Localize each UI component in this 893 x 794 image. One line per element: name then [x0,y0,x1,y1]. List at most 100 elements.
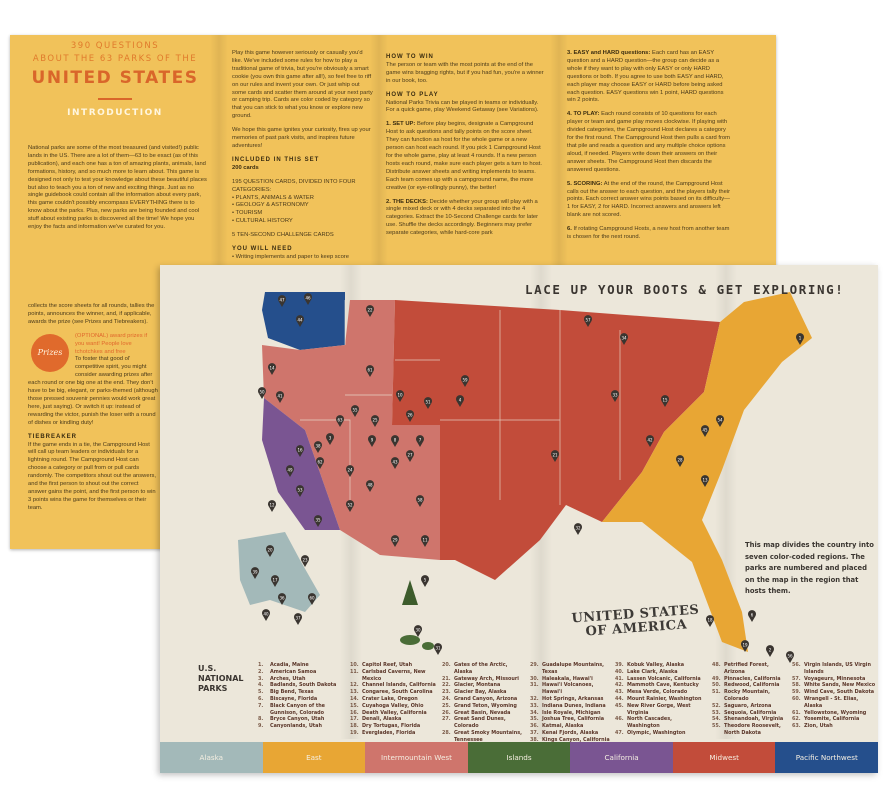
kicker: 390 QUESTIONS [70,41,160,51]
park-pin[interactable]: 35 [314,515,322,527]
map-pin-icon [266,545,274,557]
park-pin[interactable]: 54 [716,415,724,427]
park-pin[interactable]: 8 [390,435,399,447]
map-pin-icon [421,575,429,587]
park-pin-number: 47 [279,298,285,303]
park-list-item: 32. Hot Springs, Arkansas [530,696,613,703]
park-pin[interactable]: 28 [676,455,684,467]
park-pin[interactable]: 10 [396,390,404,402]
park-number: 7. [258,702,264,709]
park-pin[interactable]: 63 [336,415,345,427]
park-name: Dry Tortugas, Florida [362,723,421,730]
park-name: Mesa Verde, Colorado [627,689,688,696]
park-pin[interactable]: 34 [620,333,628,345]
region-legend-item: Islands [467,742,571,773]
park-pin[interactable]: 14 [268,363,276,375]
park-pin[interactable]: 26 [406,410,414,422]
park-pin-number: 54 [717,418,723,423]
park-pin[interactable]: 49 [286,465,294,477]
park-number: 8. [258,716,264,723]
park-pin[interactable]: 58 [416,495,425,507]
park-pin[interactable]: 1 [795,333,804,345]
prizes-optional: (OPTIONAL) award prizes if you want! Peo… [75,332,148,355]
park-pin[interactable]: 17 [271,575,279,587]
park-list-item: 56. Virgin Islands, US Virgin Islands [792,662,877,676]
park-pin[interactable]: 21 [551,450,559,462]
park-pin[interactable]: 24 [346,465,354,477]
park-pin[interactable]: 33 [611,390,619,402]
park-list-item: 22. Glacier, Montana [442,682,527,689]
park-pin[interactable]: 43 [390,457,399,469]
map-pin-icon [268,500,276,512]
park-name: American Samoa [270,668,317,675]
park-pin[interactable]: 37 [294,613,302,625]
park-pin[interactable]: 50 [258,387,266,399]
park-pin[interactable]: 32 [574,523,582,535]
park-pin[interactable]: 45 [701,425,709,437]
park-list-item: 34. Isle Royale, Michigan [530,710,613,717]
park-pin[interactable]: 29 [391,535,399,547]
map-pin-icon [391,535,399,547]
map-pin-icon [646,435,654,447]
park-pin[interactable]: 2 [766,645,774,657]
park-pin[interactable]: 55 [350,405,359,417]
park-pin[interactable]: 42 [646,435,654,447]
park-pin[interactable]: 39 [251,567,259,579]
park-pin[interactable]: 62 [316,457,325,469]
park-pin[interactable]: 11 [421,535,429,547]
win-text: The person or team with the most points … [386,61,544,84]
park-number: 40. [615,668,624,675]
park-pin[interactable]: 30 [414,625,422,637]
park-pin[interactable]: 31 [434,643,442,655]
park-pin-number: 19 [742,643,748,648]
park-pin[interactable]: 4 [455,395,464,407]
park-pin[interactable]: 61 [366,365,374,377]
park-pin[interactable]: 44 [296,315,304,327]
map-pin-icon [390,457,399,469]
park-pin[interactable]: 60 [308,593,316,605]
park-pin[interactable]: 22 [366,305,374,317]
park-pin[interactable]: 27 [406,450,414,462]
region-intermountain-west [262,300,440,560]
park-pin[interactable]: 12 [268,500,276,512]
park-name: Grand Teton, Wyoming [454,702,517,709]
park-pin[interactable]: 16 [296,445,304,457]
park-pin[interactable]: 48 [366,480,374,492]
park-pin-number: 43 [392,460,398,465]
step-5: 5. SCORING: At the end of the round, the… [567,180,731,219]
park-pin[interactable]: 47 [278,295,287,307]
park-name: White Sands, New Mexico [804,682,876,689]
park-pin[interactable]: 3 [326,433,334,445]
park-pin[interactable]: 9 [368,435,376,447]
park-pin[interactable]: 57 [584,315,592,327]
park-pin[interactable]: 38 [314,441,322,453]
park-pin[interactable]: 53 [296,485,304,497]
park-pin[interactable]: 15 [661,395,669,407]
park-number: 22. [442,682,451,689]
park-pin[interactable]: 13 [701,475,709,487]
park-pin[interactable]: 19 [741,640,749,652]
park-pin[interactable]: 5 [421,575,429,587]
park-list-item: 57. Voyageurs, Minnesota [792,676,877,683]
park-pin[interactable]: 46 [304,293,312,305]
park-list-item: 46. North Cascades, Washington [615,716,705,730]
category: • PLANTS, ANIMALS & WATER [232,194,314,201]
park-number: 11. [350,668,359,675]
park-pin[interactable]: 20 [266,545,274,557]
need-item: • Writing implements and paper to keep s… [232,253,349,260]
park-pin[interactable]: 52 [346,500,354,512]
park-pin[interactable]: 59 [461,375,470,387]
park-pin[interactable]: 7 [416,435,425,447]
park-name: Gates of the Arctic, Alaska [454,662,508,675]
park-pin[interactable]: 25 [370,415,379,427]
park-name: Petrified Forest, Arizona [724,662,769,675]
park-pin[interactable]: 36 [278,593,286,605]
park-pin[interactable]: 23 [301,555,309,567]
park-pin[interactable]: 51 [423,397,432,409]
park-pin[interactable]: 18 [706,615,714,627]
park-pin-number: 32 [575,526,581,531]
park-pin[interactable]: 6 [748,610,757,622]
park-pin[interactable]: 56 [786,651,794,663]
park-pin[interactable]: 41 [276,391,284,403]
park-pin[interactable]: 40 [262,609,270,621]
